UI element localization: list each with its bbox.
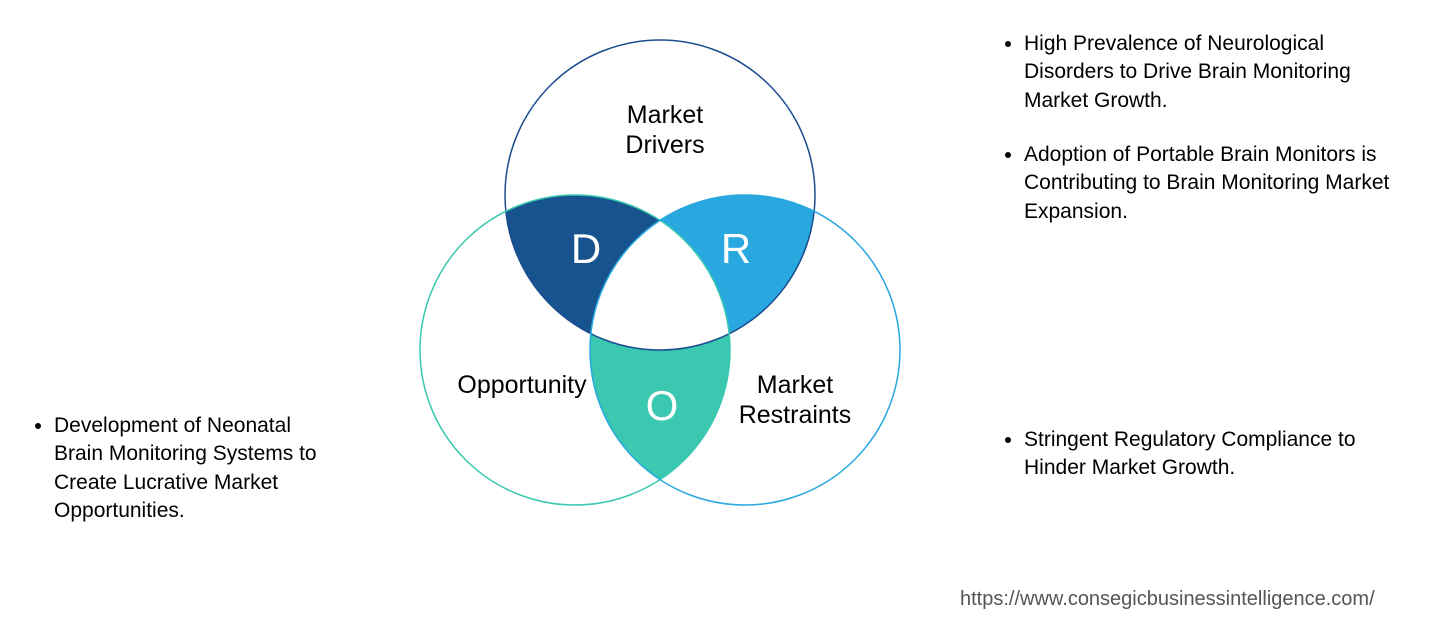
- drivers-bullets: High Prevalence of Neurological Disorder…: [1000, 30, 1400, 252]
- driver-bullet-1: High Prevalence of Neurological Disorder…: [1024, 30, 1400, 115]
- label-market-restraints: MarketRestraints: [725, 370, 865, 430]
- overlap-letter-o: O: [642, 382, 682, 430]
- opportunity-bullets: Development of Neonatal Brain Monitoring…: [30, 412, 340, 551]
- restraint-bullet-1: Stringent Regulatory Compliance to Hinde…: [1024, 426, 1400, 483]
- restraints-bullets: Stringent Regulatory Compliance to Hinde…: [1000, 426, 1400, 509]
- driver-bullet-2: Adoption of Portable Brain Monitors is C…: [1024, 141, 1400, 226]
- opportunity-bullet-1: Development of Neonatal Brain Monitoring…: [54, 412, 340, 525]
- overlap-letter-d: D: [566, 225, 606, 273]
- label-market-drivers: MarketDrivers: [605, 100, 725, 160]
- footer-url: https://www.consegicbusinessintelligence…: [960, 588, 1375, 611]
- label-opportunity: Opportunity: [442, 370, 602, 400]
- overlap-letter-r: R: [716, 225, 756, 273]
- venn-diagram: MarketDrivers Opportunity MarketRestrain…: [380, 20, 940, 560]
